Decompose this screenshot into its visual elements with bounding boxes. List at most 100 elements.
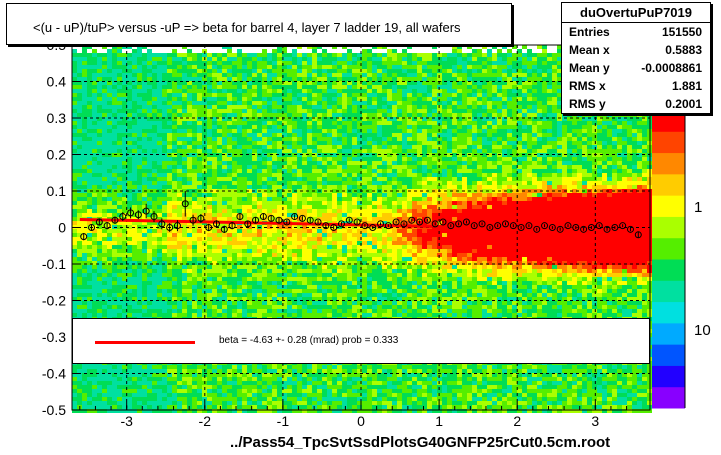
heatmap-cell: [192, 249, 197, 253]
heatmap-cell: [267, 257, 272, 261]
heatmap-cell: [162, 253, 167, 257]
heatmap-cell: [127, 93, 132, 97]
heatmap-cell: [292, 145, 297, 149]
heatmap-cell: [142, 125, 147, 129]
heatmap-cell: [242, 377, 247, 381]
heatmap-cell: [222, 65, 227, 69]
heatmap-cell: [132, 369, 137, 373]
heatmap-cell: [222, 249, 227, 253]
heatmap-cell: [87, 409, 92, 413]
heatmap-cell: [162, 245, 167, 249]
heatmap-cell: [262, 269, 267, 273]
heatmap-cell: [207, 205, 212, 209]
heatmap-cell: [287, 145, 292, 149]
heatmap-cell: [177, 217, 182, 221]
heatmap-cell: [77, 69, 82, 73]
heatmap-cell: [292, 141, 297, 145]
heatmap-cell: [287, 105, 292, 109]
heatmap-cell: [142, 165, 147, 169]
heatmap-cell: [327, 85, 332, 89]
heatmap-cell: [267, 293, 272, 297]
heatmap-cell: [287, 237, 292, 241]
heatmap-cell: [277, 397, 282, 401]
heatmap-cell: [232, 193, 237, 197]
heatmap-cell: [72, 145, 77, 149]
heatmap-cell: [172, 169, 177, 173]
heatmap-cell: [182, 385, 187, 389]
heatmap-cell: [312, 145, 317, 149]
heatmap-cell: [317, 53, 322, 57]
heatmap-cell: [77, 173, 82, 177]
heatmap-cell: [142, 217, 147, 221]
heatmap-cell: [242, 397, 247, 401]
heatmap-cell: [112, 313, 117, 317]
heatmap-cell: [302, 309, 307, 313]
heatmap-cell: [112, 181, 117, 185]
heatmap-cell: [212, 289, 217, 293]
heatmap-cell: [297, 305, 302, 309]
heatmap-cell: [297, 97, 302, 101]
heatmap-cell: [282, 157, 287, 161]
heatmap-cell: [252, 389, 257, 393]
heatmap-cell: [222, 277, 227, 281]
heatmap-cell: [212, 253, 217, 257]
heatmap-cell: [277, 309, 282, 313]
heatmap-cell: [202, 409, 207, 413]
heatmap-cell: [197, 137, 202, 141]
heatmap-cell: [127, 101, 132, 105]
heatmap-cell: [207, 393, 212, 397]
heatmap-cell: [292, 245, 297, 249]
heatmap-cell: [317, 157, 322, 161]
heatmap-cell: [162, 197, 167, 201]
heatmap-cell: [227, 69, 232, 73]
heatmap-cell: [137, 201, 142, 205]
heatmap-cell: [342, 161, 347, 165]
heatmap-cell: [77, 65, 82, 69]
heatmap-cell: [177, 129, 182, 133]
heatmap-cell: [322, 165, 327, 169]
heatmap-cell: [107, 85, 112, 89]
heatmap-cell: [252, 233, 257, 237]
heatmap-cell: [312, 265, 317, 269]
heatmap-cell: [317, 397, 322, 401]
heatmap-cell: [322, 313, 327, 317]
heatmap-cell: [197, 241, 202, 245]
heatmap-cell: [102, 101, 107, 105]
heatmap-cell: [232, 181, 237, 185]
heatmap-cell: [147, 165, 152, 169]
heatmap-cell: [237, 133, 242, 137]
heatmap-cell: [237, 69, 242, 73]
heatmap-cell: [172, 173, 177, 177]
heatmap-cell: [237, 189, 242, 193]
heatmap-cell: [172, 233, 177, 237]
heatmap-cell: [207, 101, 212, 105]
heatmap-cell: [112, 137, 117, 141]
heatmap-cell: [237, 49, 242, 53]
heatmap-cell: [167, 405, 172, 409]
heatmap-cell: [107, 309, 112, 313]
heatmap-cell: [187, 305, 192, 309]
heatmap-cell: [227, 205, 232, 209]
heatmap-cell: [322, 129, 327, 133]
heatmap-cell: [262, 73, 267, 77]
heatmap-cell: [157, 225, 162, 229]
heatmap-cell: [167, 97, 172, 101]
heatmap-cell: [267, 117, 272, 121]
heatmap-cell: [302, 125, 307, 129]
heatmap-cell: [322, 405, 327, 409]
heatmap-cell: [137, 285, 142, 289]
heatmap-cell: [72, 121, 77, 125]
heatmap-cell: [217, 285, 222, 289]
heatmap-cell: [317, 185, 322, 189]
heatmap-cell: [122, 57, 127, 61]
heatmap-cell: [312, 161, 317, 165]
heatmap-cell: [72, 381, 77, 385]
heatmap-cell: [292, 177, 297, 181]
heatmap-cell: [217, 313, 222, 317]
heatmap-cell: [222, 177, 227, 181]
heatmap-cell: [342, 157, 347, 161]
heatmap-cell: [72, 393, 77, 397]
heatmap-cell: [242, 381, 247, 385]
heatmap-cell: [192, 157, 197, 161]
heatmap-cell: [117, 405, 122, 409]
